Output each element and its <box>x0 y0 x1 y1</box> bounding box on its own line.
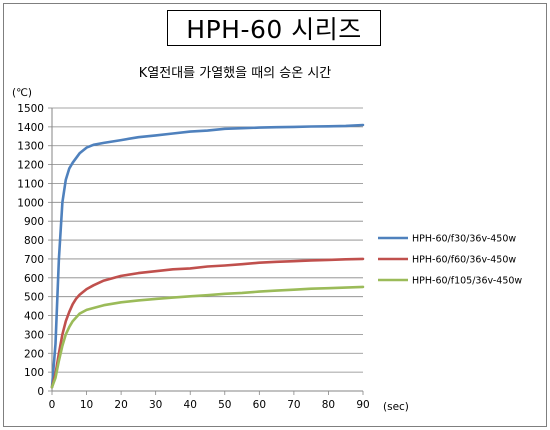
x-tick-label: 20 <box>114 399 127 411</box>
legend-label-3: HPH-60/f105/36v-450w <box>412 276 522 287</box>
y-tick-label: 1300 <box>17 141 44 153</box>
y-tick-label: 200 <box>24 348 44 360</box>
series-lines <box>50 123 365 389</box>
x-tick-label: 70 <box>287 399 300 411</box>
y-tick-label: 1500 <box>17 103 44 115</box>
series-line-3 <box>50 285 365 389</box>
y-tick-label: 400 <box>24 311 44 323</box>
y-tick-label: 300 <box>24 329 44 341</box>
x-tick-label: 50 <box>218 399 231 411</box>
grid-lines <box>52 107 363 373</box>
series-line-2 <box>50 257 365 389</box>
y-tick-label: 1400 <box>17 122 44 134</box>
x-tick-label: 10 <box>80 399 93 411</box>
x-tick-label: 30 <box>149 399 162 411</box>
series-line-1 <box>50 123 365 389</box>
y-tick-label: 100 <box>24 367 44 379</box>
x-tick-label: 0 <box>49 399 56 411</box>
x-tick-labels: 0 10 20 30 40 50 60 70 80 90 <box>49 399 370 411</box>
y-tick-label: 1000 <box>17 197 44 209</box>
y-tick-label: 800 <box>24 235 44 247</box>
axes <box>48 107 364 395</box>
x-tick-label: 80 <box>322 399 335 411</box>
x-tick-label: 60 <box>253 399 266 411</box>
chart-subtitle: K열전대를 가열했을 때의 승온 시간 <box>139 65 332 81</box>
legend-label-1: HPH-60/f30/36v-450w <box>412 234 516 245</box>
x-tick-label: 40 <box>184 399 197 411</box>
y-tick-label: 1100 <box>17 178 44 190</box>
legend: HPH-60/f30/36v-450w HPH-60/f60/36v-450w HP… <box>378 234 522 287</box>
x-axis-unit-label: (sec) <box>383 401 409 413</box>
main-title: HPH-60 시리즈 <box>167 10 381 46</box>
legend-label-2: HPH-60/f60/36v-450w <box>412 255 516 266</box>
x-tick-label: 90 <box>356 399 369 411</box>
y-tick-labels: 0 100 200 300 400 500 600 700 800 900 1000 1100 1200… <box>17 103 44 398</box>
y-axis-unit-label: (℃) <box>12 87 32 99</box>
chart-frame <box>3 3 547 427</box>
y-tick-label: 600 <box>24 273 44 285</box>
y-tick-label: 700 <box>24 254 44 266</box>
y-tick-label: 500 <box>24 292 44 304</box>
y-tick-label: 0 <box>37 386 44 398</box>
y-tick-label: 900 <box>24 216 44 228</box>
y-tick-label: 1200 <box>17 160 44 172</box>
